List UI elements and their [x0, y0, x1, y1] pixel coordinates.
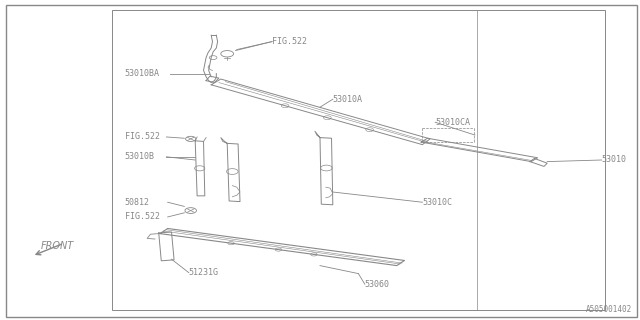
Bar [112, 10, 605, 310]
Text: 53010CA: 53010CA [435, 118, 470, 127]
Text: FIG.522: FIG.522 [125, 132, 160, 141]
Text: A505001402: A505001402 [586, 305, 632, 314]
Text: 51231G: 51231G [189, 268, 219, 277]
Text: 53060: 53060 [365, 280, 390, 289]
Text: 53010A: 53010A [333, 95, 363, 104]
Text: 53010C: 53010C [422, 198, 452, 207]
Text: FRONT: FRONT [41, 241, 74, 252]
Text: 53010B: 53010B [125, 152, 155, 161]
Text: 53010BA: 53010BA [125, 69, 160, 78]
Text: 53010: 53010 [602, 156, 627, 164]
Text: 50812: 50812 [125, 198, 150, 207]
Text: FIG.522: FIG.522 [125, 212, 160, 221]
Text: FIG.522: FIG.522 [272, 37, 307, 46]
